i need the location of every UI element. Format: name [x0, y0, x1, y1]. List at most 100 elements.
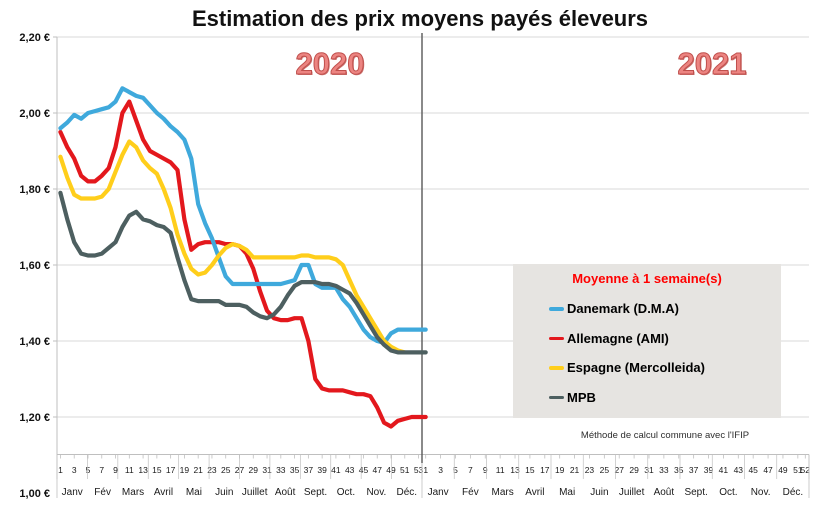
chart-title: Estimation des prix moyens payés éleveur… [191, 6, 649, 31]
svg-text:19: 19 [180, 465, 190, 475]
svg-text:49: 49 [778, 465, 788, 475]
svg-text:25: 25 [221, 465, 231, 475]
svg-text:Juin: Juin [590, 487, 608, 498]
legend-item-allemagne-ami: Allemagne (AMI) [549, 324, 781, 354]
year-label-2020: 2020 [295, 46, 365, 82]
legend-label: MPB [567, 389, 596, 405]
svg-text:Mars: Mars [492, 487, 514, 498]
svg-text:9: 9 [483, 465, 488, 475]
svg-text:43: 43 [345, 465, 355, 475]
series-line-mpb [58, 190, 428, 355]
svg-text:Août: Août [275, 487, 296, 498]
svg-text:1: 1 [58, 465, 63, 475]
legend-item-danemark-d-m-a: Danemark (D.M.A) [549, 294, 781, 324]
svg-text:15: 15 [525, 465, 535, 475]
legend-swatch-danemark-d-m-a [549, 307, 564, 311]
svg-text:Déc.: Déc. [783, 487, 804, 498]
svg-text:41: 41 [719, 465, 729, 475]
svg-text:53: 53 [414, 465, 424, 475]
svg-text:1: 1 [423, 465, 428, 475]
legend-swatch-mpb [549, 395, 564, 399]
svg-text:2,20 €: 2,20 € [19, 32, 50, 44]
svg-text:45: 45 [359, 465, 369, 475]
svg-text:3: 3 [72, 465, 77, 475]
svg-text:Mai: Mai [559, 487, 575, 498]
svg-text:21: 21 [193, 465, 203, 475]
svg-text:1,00 €: 1,00 € [19, 488, 50, 500]
svg-text:Août: Août [654, 487, 675, 498]
svg-text:2,00 €: 2,00 € [19, 108, 50, 120]
svg-text:37: 37 [689, 465, 699, 475]
svg-text:Sept.: Sept. [304, 487, 327, 498]
svg-text:7: 7 [468, 465, 473, 475]
svg-text:33: 33 [276, 465, 286, 475]
svg-text:5: 5 [86, 465, 91, 475]
series-line-allemagne-ami [58, 99, 428, 429]
legend-label: Espagne (Mercolleida) [567, 360, 705, 376]
legend-title: Moyenne à 1 semaine(s) [572, 271, 722, 286]
series-line-danemark-d-m-a [58, 86, 428, 345]
svg-text:13: 13 [510, 465, 520, 475]
svg-text:29: 29 [629, 465, 639, 475]
svg-text:5: 5 [453, 465, 458, 475]
legend-label: Allemagne (AMI) [567, 330, 669, 346]
svg-text:17: 17 [540, 465, 550, 475]
svg-text:45: 45 [748, 465, 758, 475]
svg-text:19: 19 [555, 465, 565, 475]
svg-text:43: 43 [734, 465, 744, 475]
svg-text:29: 29 [249, 465, 259, 475]
year-label-2021: 2021 [677, 46, 747, 82]
svg-text:35: 35 [290, 465, 300, 475]
method-note: Méthode de calcul commune avec l'IFIP [580, 430, 750, 441]
svg-text:35: 35 [674, 465, 684, 475]
legend: Moyenne à 1 semaine(s) Danemark (D.M.A) A… [513, 264, 781, 418]
legend-label: Danemark (D.M.A) [567, 301, 679, 317]
svg-text:Janv: Janv [62, 487, 83, 498]
svg-text:Janv: Janv [428, 487, 449, 498]
svg-text:Juillet: Juillet [619, 487, 645, 498]
svg-text:51: 51 [400, 465, 410, 475]
svg-text:Avril: Avril [525, 487, 544, 498]
svg-text:Déc.: Déc. [397, 487, 418, 498]
svg-text:Fév: Fév [94, 487, 111, 498]
svg-text:1,20 €: 1,20 € [19, 412, 50, 424]
svg-text:21: 21 [570, 465, 580, 475]
svg-text:23: 23 [207, 465, 217, 475]
svg-text:47: 47 [763, 465, 773, 475]
legend-item-espagne-mercolleida: Espagne (Mercolleida) [549, 353, 781, 383]
svg-text:Fév: Fév [462, 487, 479, 498]
series-line-espagne-mercolleida [58, 139, 407, 355]
svg-text:Oct.: Oct. [337, 487, 355, 498]
svg-text:41: 41 [331, 465, 341, 475]
svg-text:Nov.: Nov. [751, 487, 771, 498]
svg-text:Mars: Mars [122, 487, 144, 498]
y-axis-labels: 2,20 € 2,00 € 1,80 € 1,60 € 1,40 € 1,20 € 1,00… [19, 32, 50, 500]
svg-text:39: 39 [704, 465, 714, 475]
svg-text:23: 23 [585, 465, 595, 475]
svg-text:Juillet: Juillet [242, 487, 268, 498]
svg-text:11: 11 [125, 465, 134, 475]
svg-text:39: 39 [317, 465, 327, 475]
svg-text:25: 25 [600, 465, 610, 475]
svg-text:Nov.: Nov. [366, 487, 386, 498]
svg-text:31: 31 [644, 465, 654, 475]
svg-text:13: 13 [138, 465, 148, 475]
svg-text:Sept.: Sept. [684, 487, 707, 498]
svg-text:31: 31 [262, 465, 272, 475]
legend-swatch-allemagne-ami [549, 336, 564, 340]
svg-text:1,40 €: 1,40 € [19, 336, 50, 348]
legend-swatch-espagne-mercolleida [549, 366, 564, 370]
svg-text:Juin: Juin [215, 487, 233, 498]
legend-item-mpb: MPB [549, 383, 781, 413]
svg-text:Mai: Mai [186, 487, 202, 498]
svg-text:Oct.: Oct. [719, 487, 737, 498]
svg-text:27: 27 [614, 465, 624, 475]
svg-text:9: 9 [113, 465, 118, 475]
axes [53, 36, 809, 455]
svg-text:Avril: Avril [154, 487, 173, 498]
svg-text:52: 52 [801, 465, 811, 475]
svg-text:49: 49 [386, 465, 396, 475]
legend-items: Danemark (D.M.A) Allemagne (AMI) Espagne (… [513, 294, 781, 412]
svg-text:3: 3 [438, 465, 443, 475]
